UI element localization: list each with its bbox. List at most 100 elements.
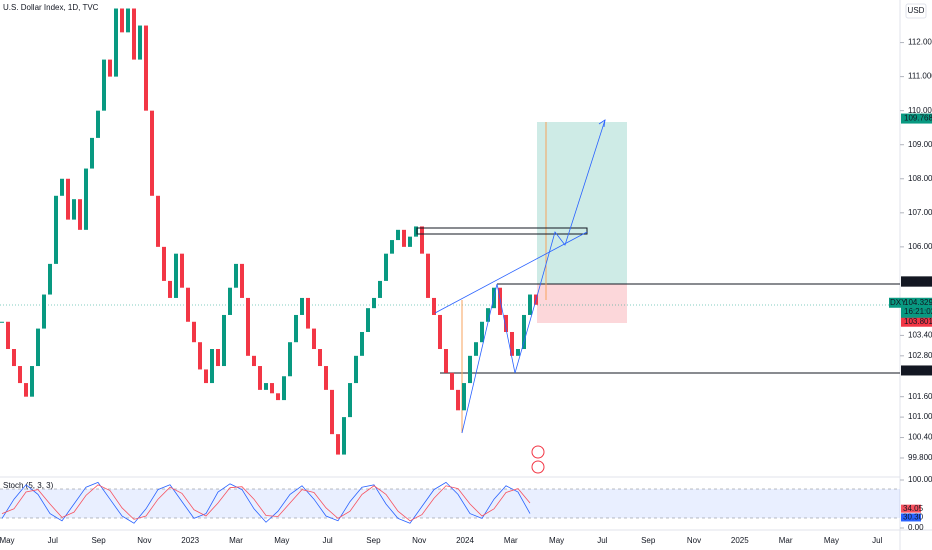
candle — [138, 25, 142, 60]
stoch-band — [0, 489, 900, 518]
candle — [342, 417, 346, 455]
candle — [366, 308, 370, 332]
candle — [90, 137, 94, 169]
candle — [264, 383, 268, 390]
y-tick-label: 100.400 — [908, 433, 932, 442]
x-tick-label: Mar — [229, 536, 243, 545]
candle — [36, 328, 40, 367]
event-icon[interactable] — [531, 460, 545, 474]
candle — [174, 253, 178, 298]
candle — [216, 349, 220, 367]
supply-box — [416, 227, 588, 235]
x-tick-label: Sep — [366, 536, 381, 545]
candle — [108, 59, 112, 77]
y-tick-label: 99.800 — [908, 453, 932, 462]
x-tick-label: May — [0, 536, 15, 545]
stoch-value-box — [901, 504, 921, 513]
candle — [390, 240, 394, 254]
candle — [102, 59, 106, 111]
y-tick-label: 110.000 — [908, 106, 932, 115]
candle — [42, 294, 46, 329]
stop-zone — [537, 284, 627, 323]
x-tick-label: Jul — [322, 536, 332, 545]
current-box — [901, 297, 932, 318]
candle — [522, 314, 526, 350]
candle — [120, 8, 124, 33]
candle — [234, 263, 238, 288]
x-tick-label: May — [549, 536, 564, 545]
candle — [54, 195, 58, 264]
candle — [360, 331, 364, 356]
candle — [474, 342, 478, 356]
candle — [438, 314, 442, 350]
candle — [276, 393, 280, 401]
candle — [18, 366, 22, 384]
y-tick-label: 106.000 — [908, 242, 932, 251]
stoch-value: 34.05 — [903, 504, 924, 513]
candle — [516, 349, 520, 356]
x-tick-label: May — [824, 536, 839, 545]
candle — [258, 366, 262, 390]
candle — [0, 321, 4, 323]
candle — [12, 349, 16, 367]
price-label: 103.801 — [904, 317, 932, 326]
price-label: 109.768 — [904, 114, 932, 123]
candle — [282, 376, 286, 401]
candle — [372, 297, 376, 309]
stoch-d — [1, 484, 531, 522]
y-tick-label: 112.000 — [908, 38, 932, 47]
candle — [246, 297, 250, 356]
y-tick-label: 109.000 — [908, 140, 932, 149]
candle — [396, 229, 400, 241]
candle — [354, 355, 358, 384]
candle — [420, 226, 424, 254]
y-tick-label: 103.400 — [908, 331, 932, 340]
stoch-tick-label: 0.00 — [908, 523, 924, 532]
x-tick-label: 2024 — [456, 536, 474, 545]
candle — [60, 178, 64, 196]
price-label-box — [901, 316, 932, 327]
x-tick-label: Jul — [597, 536, 607, 545]
candle — [300, 297, 304, 315]
candle — [210, 349, 214, 384]
price-label: 104.978 — [904, 277, 932, 286]
candle — [450, 372, 454, 390]
trend-line — [434, 231, 588, 314]
candle — [462, 383, 466, 411]
candle — [84, 168, 88, 230]
currency-box[interactable] — [905, 3, 927, 19]
candle — [162, 246, 166, 281]
trend-line — [461, 283, 498, 434]
candle — [168, 280, 172, 298]
candle — [96, 110, 100, 138]
event-icon[interactable] — [531, 445, 545, 459]
y-tick-label: 108.000 — [908, 174, 932, 183]
candle — [306, 297, 310, 329]
stoch-value-box — [901, 513, 921, 522]
candle — [414, 226, 418, 237]
stoch-tick-label: 100.00 — [908, 475, 932, 484]
symbol-box — [889, 297, 901, 308]
candle — [348, 383, 352, 418]
y-tick-label: 111.000 — [908, 72, 932, 81]
candle — [180, 253, 184, 288]
projection-path — [514, 119, 606, 374]
candle — [336, 434, 340, 455]
candle — [444, 349, 448, 373]
x-tick-label: Nov — [412, 536, 426, 545]
price-label-box — [901, 113, 932, 124]
candle — [312, 328, 316, 350]
candle — [432, 297, 436, 315]
candle — [456, 389, 460, 411]
current-price: 104.329 — [904, 298, 932, 307]
x-tick-label: Sep — [641, 536, 656, 545]
stoch-value: 30.30 — [903, 513, 924, 522]
candle — [498, 287, 502, 315]
candle — [240, 263, 244, 298]
x-tick-label: 2023 — [181, 536, 199, 545]
candle — [270, 383, 274, 394]
candle — [204, 369, 208, 384]
candle — [48, 263, 52, 295]
